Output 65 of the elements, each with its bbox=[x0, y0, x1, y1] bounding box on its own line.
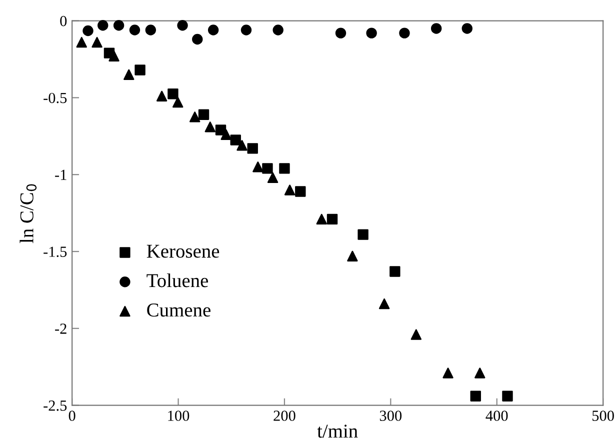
point bbox=[129, 24, 140, 36]
point bbox=[134, 64, 146, 76]
point bbox=[366, 28, 377, 38]
x-tick-label: 0 bbox=[68, 410, 76, 421]
point bbox=[113, 20, 124, 31]
point bbox=[267, 172, 278, 184]
point bbox=[347, 250, 358, 262]
point bbox=[335, 28, 346, 38]
x-tick-label: 400 bbox=[486, 410, 508, 421]
point bbox=[462, 23, 472, 34]
point bbox=[82, 25, 94, 36]
y-tick-label: -2 bbox=[55, 324, 66, 334]
point bbox=[108, 50, 120, 62]
point bbox=[410, 329, 422, 340]
y-tick-label: 0 bbox=[60, 16, 67, 26]
point bbox=[442, 368, 454, 378]
point bbox=[252, 162, 264, 172]
legend-label: Cumene bbox=[147, 304, 210, 317]
point bbox=[76, 36, 87, 48]
point bbox=[236, 140, 248, 151]
y-tick-label: -2.5 bbox=[44, 400, 67, 411]
x-axis-title: t/min bbox=[317, 424, 358, 438]
point bbox=[262, 163, 273, 174]
point bbox=[156, 90, 168, 102]
point bbox=[198, 109, 210, 120]
point bbox=[358, 229, 368, 240]
x-tick-label: 200 bbox=[274, 410, 296, 421]
y-tick-label: -1 bbox=[55, 170, 66, 180]
point bbox=[215, 124, 226, 136]
point bbox=[316, 214, 327, 225]
point bbox=[390, 266, 400, 277]
x-tick-label: 300 bbox=[380, 410, 402, 421]
point bbox=[247, 143, 258, 154]
y-tick-label: -0.5 bbox=[44, 92, 67, 104]
point bbox=[502, 390, 513, 402]
point bbox=[220, 129, 232, 140]
point bbox=[284, 184, 296, 196]
point bbox=[124, 69, 134, 80]
point bbox=[272, 24, 284, 36]
point bbox=[378, 298, 390, 310]
point bbox=[240, 24, 252, 36]
point bbox=[192, 34, 203, 45]
legend-label: Kerosene bbox=[146, 244, 220, 258]
point bbox=[230, 134, 241, 146]
point bbox=[326, 214, 338, 225]
x-tick-label: 500 bbox=[592, 410, 614, 421]
y-tick-label: -1.5 bbox=[44, 246, 67, 258]
point bbox=[189, 112, 200, 122]
point bbox=[295, 186, 306, 197]
point bbox=[399, 28, 410, 38]
point bbox=[430, 23, 442, 34]
point bbox=[204, 122, 216, 132]
point bbox=[474, 368, 486, 378]
point bbox=[172, 96, 184, 108]
legend-label: Toluene bbox=[146, 274, 208, 288]
y-axis-title: ln C/C$_{0}$ bbox=[20, 184, 37, 244]
point bbox=[208, 24, 219, 36]
point bbox=[92, 36, 102, 48]
point bbox=[470, 390, 481, 402]
point bbox=[145, 24, 156, 36]
point bbox=[279, 163, 290, 174]
point bbox=[177, 20, 188, 31]
point bbox=[98, 20, 108, 31]
point bbox=[168, 88, 178, 100]
x-tick-label: 100 bbox=[168, 410, 190, 421]
